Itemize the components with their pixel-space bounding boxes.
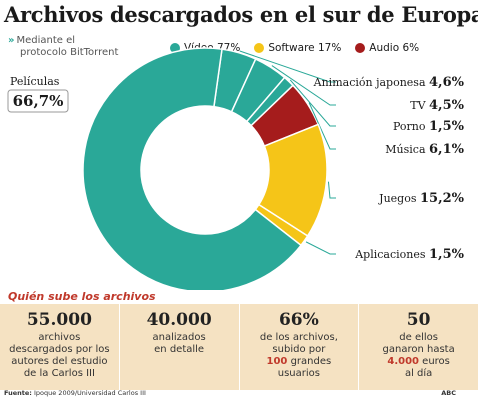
stat-files-downloaded: 55.000 archivos descargados por los auto… (0, 304, 120, 390)
stat-highlight: 4.000 (387, 356, 419, 367)
slice-label-value: 1,5% (429, 119, 465, 134)
legend-label-software: Software 17% (268, 42, 342, 54)
slice-label-value: 66,7% (13, 92, 64, 110)
stat-text-line: usuarios (277, 368, 320, 379)
legend-label-audio: Audio 6% (369, 42, 420, 54)
stat-value: 50 (406, 310, 431, 330)
stat-text-line: euros (419, 356, 450, 367)
legend-item-software: Software 17% (254, 42, 341, 54)
slice-value-box (7, 89, 69, 113)
stat-text-line: ganaron hasta (382, 344, 455, 355)
stat-text-line: descargados por los (9, 344, 110, 355)
legend-dot-software (254, 43, 265, 53)
slice-label-name: Porno (393, 120, 429, 133)
stat-text-line: grandes (287, 356, 332, 367)
stat-text-line: autores del estudio (11, 356, 108, 367)
leader-line (289, 79, 336, 127)
slice-label-name: Aplicaciones (354, 248, 429, 261)
source-note: Fuente: Ipoque 2009/Universidad Carlos I… (4, 389, 146, 397)
source-label: Fuente: (4, 389, 32, 397)
slice-label-value: 6,1% (429, 142, 465, 157)
chart-title: Archivos descargados en el sur de Europa (4, 2, 478, 27)
stat-value: 66% (278, 310, 319, 330)
slice-label-value: 4,5% (429, 98, 465, 113)
leader-line (308, 102, 336, 150)
slice-label-name: TV (410, 99, 429, 112)
legend-item-audio: Audio 6% (355, 42, 419, 54)
legend-dot-video (170, 43, 180, 53)
slice-label: Música 6,1% (385, 142, 464, 157)
slice-label-value: 4,6% (429, 75, 465, 90)
stat-value: 40.000 (146, 310, 212, 330)
slice-label-value: 15,2% (420, 191, 465, 206)
slice-label-name: Música (385, 143, 429, 156)
brand-logo: ABC (441, 389, 456, 397)
slice-label: Aplicaciones 1,5% (354, 247, 464, 262)
stat-text-line: en detalle (154, 344, 205, 355)
subtitle-line-1: Mediante el (16, 35, 76, 46)
stat-text-line: analizados (152, 332, 206, 343)
chevron-right-icon: » (8, 35, 15, 46)
stats-panel: 55.000 archivos descargados por los auto… (0, 304, 478, 390)
donut-slice-pel-culas (82, 47, 303, 290)
stat-text-line: subido por (272, 344, 326, 355)
slice-label-name: Juegos (378, 192, 420, 205)
leader-line (305, 241, 336, 255)
stat-highlight: 100 (266, 356, 288, 367)
stat-text: analizados en detalle (120, 332, 239, 356)
slice-label-name: Animación japonesa (313, 76, 429, 89)
leader-line (327, 181, 336, 199)
stat-text: archivos descargados por los autores del… (0, 332, 119, 380)
legend-dot-audio (355, 43, 366, 53)
slice-label: Porno 1,5% (393, 119, 465, 134)
slice-label: Animación japonesa 4,6% (313, 75, 465, 90)
stat-top-earners: 50 de ellos ganaron hasta 4.000 euros al… (359, 304, 478, 390)
stat-text: de ellos ganaron hasta 4.000 euros al dí… (359, 332, 478, 380)
leader-line (239, 50, 336, 83)
stat-share-uploaded: 66% de los archivos, subido por 100 gran… (240, 304, 360, 390)
slice-label-value: 1,5% (429, 247, 465, 262)
stat-value: 55.000 (26, 310, 92, 330)
stat-files-analyzed: 40.000 analizados en detalle (120, 304, 240, 390)
stat-text-line: de los archivos, (259, 332, 338, 343)
slice-label: TV 4,5% (410, 98, 464, 113)
subtitle-line-2: protocolo BitTorrent (20, 47, 119, 58)
bottom-heading: Quién sube los archivos (8, 290, 156, 303)
stat-text-line: archivos (38, 332, 81, 343)
stat-text-line: al día (404, 368, 433, 379)
slice-label-name: Películas (10, 75, 60, 88)
stat-text-line: de la Carlos III (23, 368, 95, 379)
stat-text-line: de ellos (399, 332, 438, 343)
stat-text: de los archivos, subido por 100 grandes … (240, 332, 359, 380)
leader-line (271, 65, 336, 106)
chart-subtitle: » Mediante el protocolo BitTorrent (8, 35, 158, 59)
source-text: Ipoque 2009/Universidad Carlos III (31, 389, 146, 397)
slice-label: Juegos 15,2% (378, 191, 464, 206)
donut-chart: Animación japonesa 4,6%TV 4,5%Porno 1,5%… (7, 47, 465, 290)
